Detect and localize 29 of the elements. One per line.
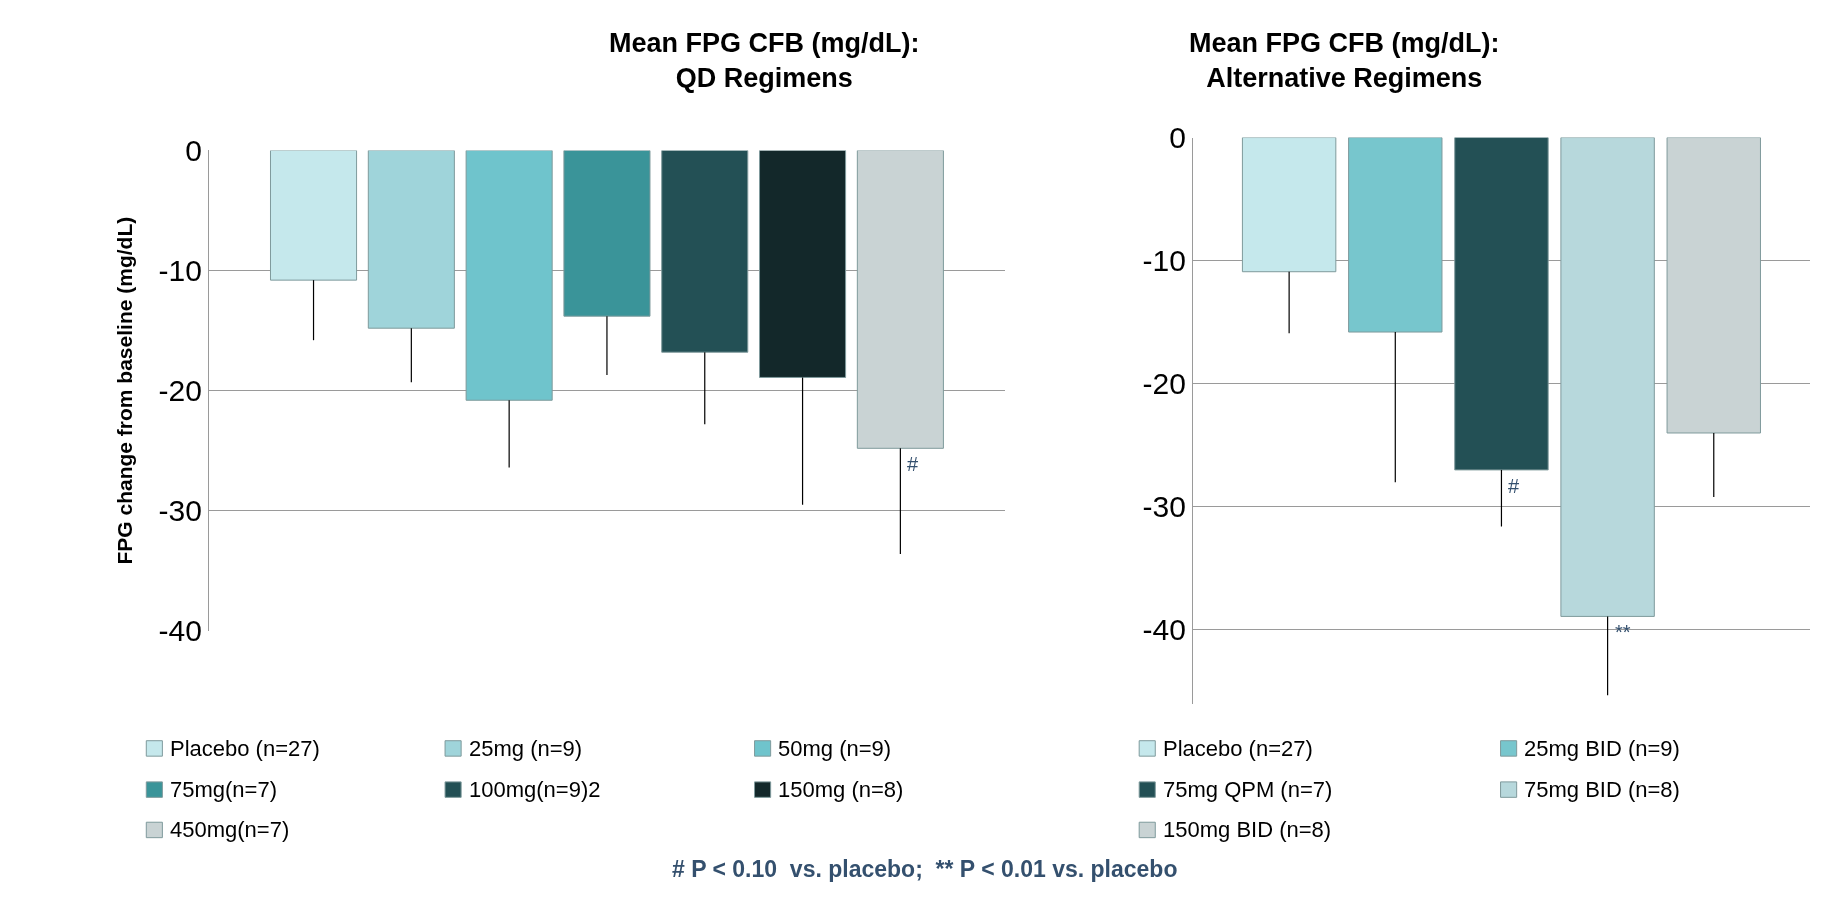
y-tick-label: -40 <box>1142 613 1186 647</box>
data-label: # <box>907 453 919 475</box>
y-tick-label: -20 <box>158 374 202 408</box>
y-tick-label: -30 <box>158 494 202 528</box>
y-axis-title: FPG change from baseline (mg/dL) <box>112 216 136 565</box>
y-tick-label: -30 <box>1142 490 1186 524</box>
y-tick-label: -40 <box>158 614 202 648</box>
chart-title: Mean FPG CFB (mg/dL): QD Regimens <box>609 28 920 94</box>
text: # P < 0.10 vs. placebo; ** P < 0.01 vs. placebo <box>672 856 1178 882</box>
y-tick-label: -20 <box>1142 367 1186 401</box>
legend-label: Placebo (n=27) <box>1163 736 1313 761</box>
y-tick-label: -10 <box>158 254 202 288</box>
y-tick-label: -10 <box>1142 244 1186 278</box>
legend-label: 25mg (n=9) <box>469 736 583 761</box>
legend-label: 150mg (n=8) <box>778 777 904 802</box>
chart-title: Mean FPG CFB (mg/dL): Alternative Regimens <box>1189 28 1500 94</box>
legend-label: 450mg(n=7) <box>170 817 290 842</box>
legend-label: 100mg(n=9)2 <box>469 777 601 802</box>
y-tick-label: 0 <box>185 133 202 167</box>
legend-label: 75mg(n=7) <box>170 777 278 802</box>
legend-label: Placebo (n=27) <box>170 736 320 761</box>
data-label: ** <box>1615 621 1631 643</box>
data-label: # <box>1508 475 1520 497</box>
legend-label: 50mg (n=9) <box>778 736 892 761</box>
legend-label: 75mg BID (n=8) <box>1524 777 1680 802</box>
y-tick-label: 0 <box>1169 121 1186 155</box>
legend-label: 150mg BID (n=8) <box>1163 817 1332 842</box>
legend-label: 25mg BID (n=9) <box>1524 736 1680 761</box>
legend-label: 75mg QPM (n=7) <box>1163 777 1333 802</box>
